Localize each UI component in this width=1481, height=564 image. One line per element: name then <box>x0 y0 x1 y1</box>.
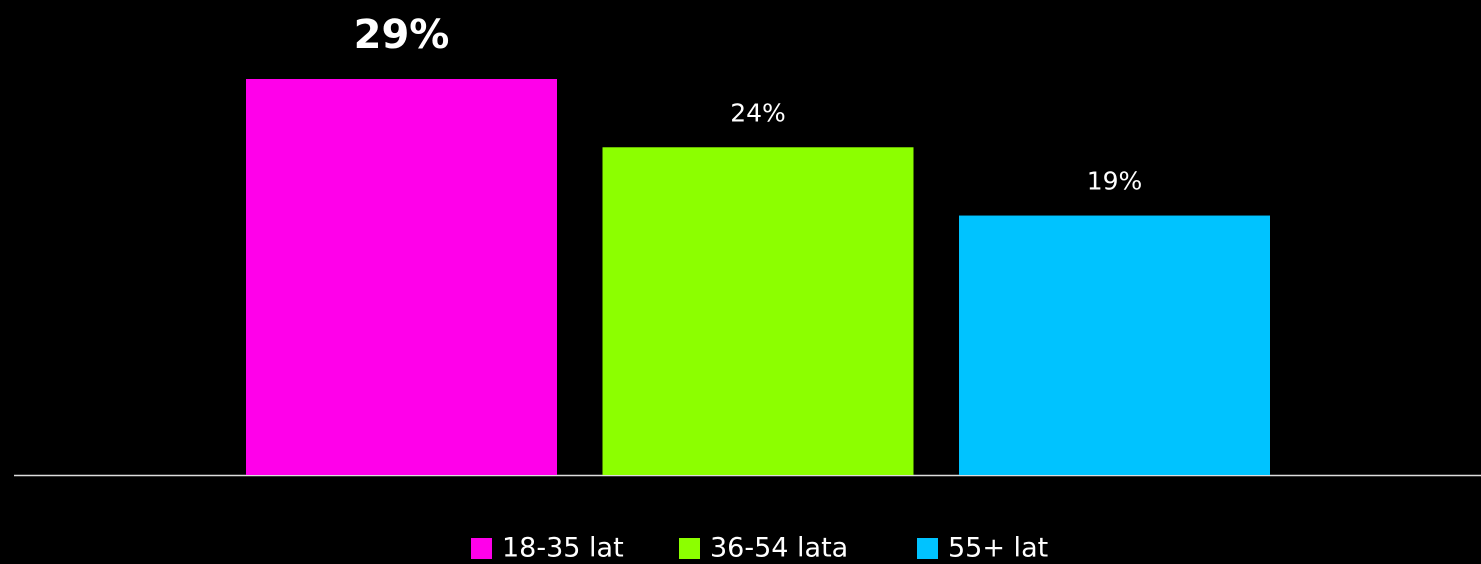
legend-swatch <box>679 538 700 559</box>
bar <box>959 215 1270 475</box>
legend-label: 55+ lat <box>948 533 1048 564</box>
value-label: 29% <box>354 12 450 58</box>
value-label: 24% <box>730 98 786 127</box>
bar <box>602 147 914 475</box>
legend-label: 18-35 lat <box>502 533 624 564</box>
legend-label: 36-54 lata <box>710 533 848 564</box>
legend-swatch <box>917 538 938 559</box>
bar <box>246 79 557 475</box>
value-label: 19% <box>1087 167 1143 196</box>
legend-swatch <box>471 538 492 559</box>
